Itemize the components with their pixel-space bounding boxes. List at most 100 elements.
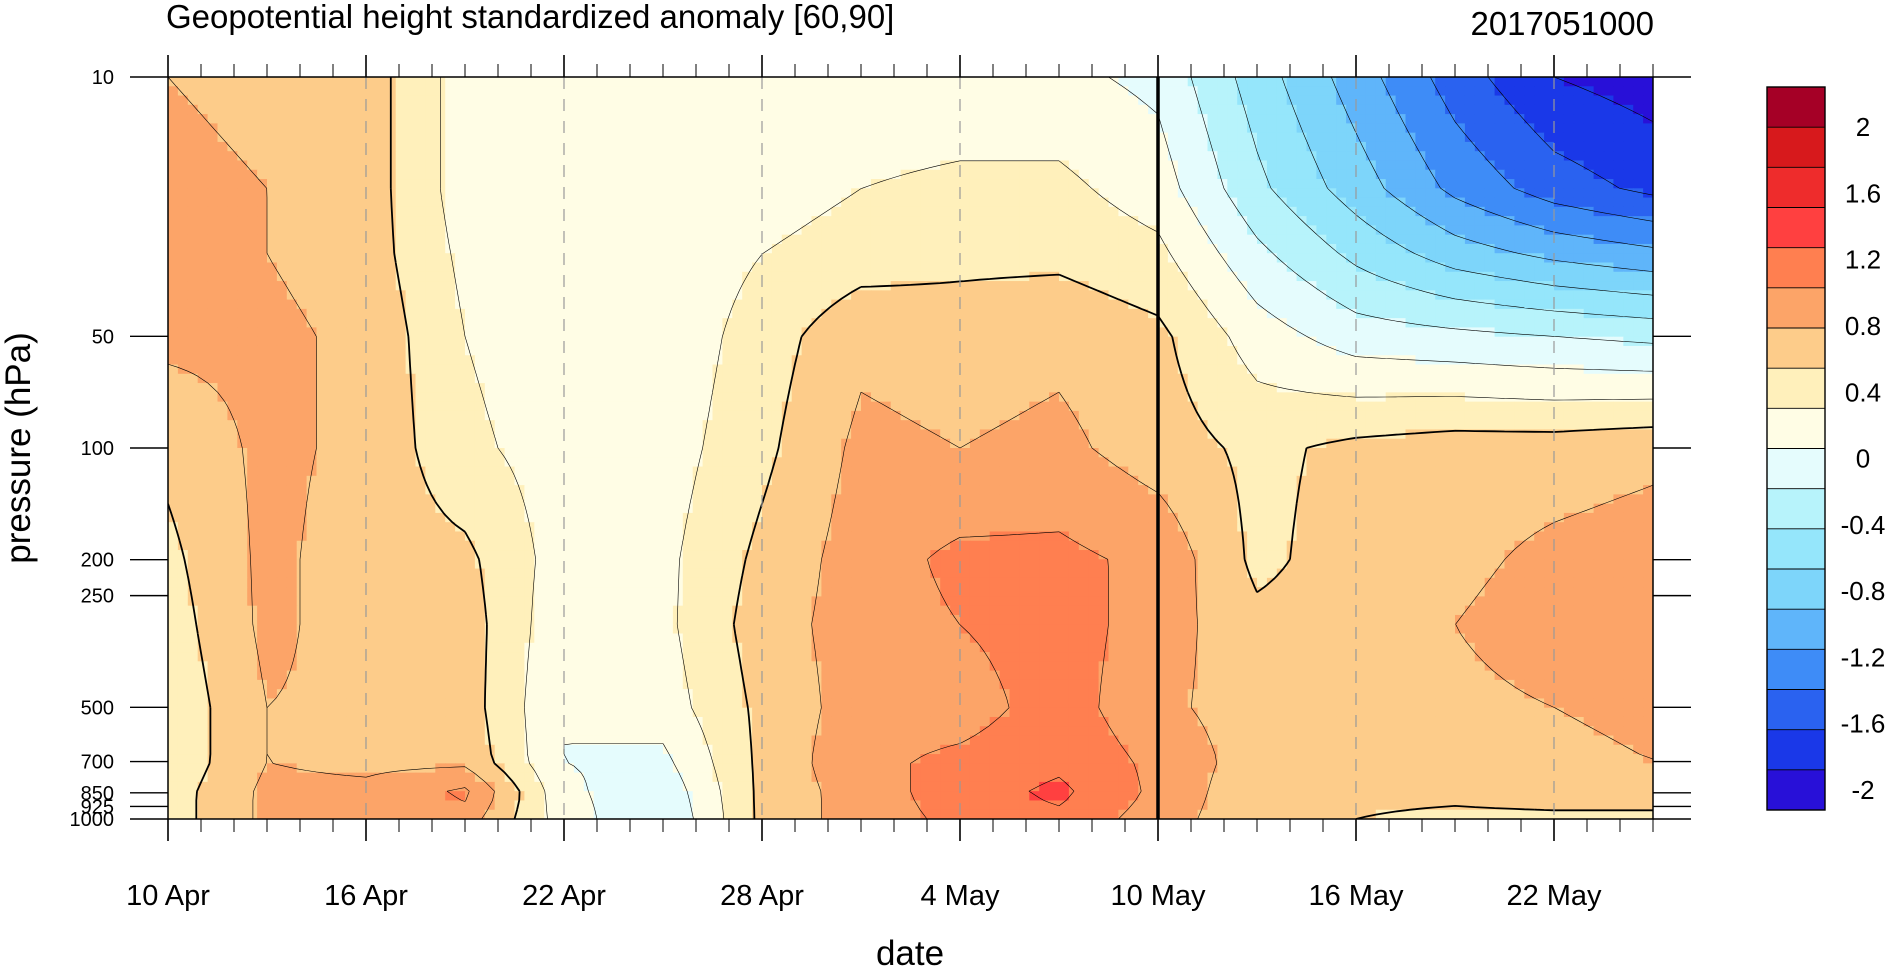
contour-cell — [1405, 86, 1416, 97]
contour-cell — [752, 327, 763, 338]
contour-cell — [613, 151, 624, 162]
contour-cell — [1504, 123, 1515, 134]
contour-cell — [663, 234, 674, 245]
contour-cell — [554, 86, 565, 97]
contour-cell — [1425, 234, 1436, 245]
contour-cell — [979, 77, 991, 87]
contour-cell — [1316, 271, 1327, 282]
contour-cell — [207, 373, 219, 384]
contour-cell — [504, 281, 516, 291]
contour-cell — [524, 77, 535, 87]
contour-cell — [821, 104, 832, 115]
contour-cell — [1049, 364, 1060, 375]
contour-cell — [1049, 299, 1060, 310]
contour-cell — [1009, 123, 1020, 134]
contour-cell — [1059, 364, 1070, 375]
contour-cell — [385, 216, 397, 227]
contour-cell — [465, 160, 476, 171]
contour-cell — [1336, 77, 1347, 87]
contour-cell — [979, 243, 991, 254]
contour-cell — [762, 169, 773, 180]
contour-cell — [811, 151, 822, 162]
contour-cell — [831, 355, 842, 366]
contour-cell — [1059, 179, 1070, 189]
contour-cell — [346, 234, 357, 245]
contour-cell — [593, 77, 605, 87]
contour-cell — [722, 206, 733, 217]
contour-cell — [801, 318, 813, 329]
contour-cell — [1484, 373, 1496, 384]
contour-cell — [564, 355, 575, 366]
contour-cell — [653, 308, 664, 319]
contour-cell — [237, 318, 248, 329]
contour-cell — [484, 86, 496, 97]
contour-cell — [1029, 197, 1040, 208]
contour-cell — [1633, 169, 1644, 180]
contour-cell — [385, 383, 397, 393]
contour-cell — [1019, 234, 1030, 245]
contour-cell — [1078, 234, 1090, 245]
contour-cell — [524, 169, 535, 180]
contour-cell — [1118, 243, 1129, 254]
contour-cell — [1078, 206, 1090, 217]
contour-cell — [1019, 160, 1030, 171]
contour-cell — [1445, 336, 1456, 347]
contour-cell — [1009, 290, 1020, 301]
contour-cell — [306, 327, 318, 338]
contour-cell — [653, 179, 664, 189]
contour-cell — [1583, 299, 1595, 310]
contour-cell — [366, 243, 377, 254]
contour-cell — [1326, 243, 1337, 254]
contour-cell — [1593, 188, 1605, 199]
contour-cell — [722, 281, 733, 291]
contour-cell — [682, 77, 694, 87]
contour-cell — [633, 216, 644, 227]
contour-cell — [1257, 373, 1268, 384]
contour-cell — [1534, 216, 1545, 227]
contour-cell — [554, 141, 565, 152]
contour-cell — [1088, 114, 1100, 124]
contour-cell — [1346, 141, 1357, 152]
contour-cell — [1474, 114, 1486, 124]
contour-cell — [742, 86, 753, 97]
contour-cell — [1197, 327, 1209, 338]
contour-cell — [583, 364, 595, 375]
contour-cell — [791, 188, 803, 199]
contour-cell — [1177, 308, 1189, 319]
contour-cell — [762, 151, 773, 162]
contour-cell — [811, 188, 822, 199]
contour-cell — [1167, 95, 1179, 106]
contour-cell — [989, 114, 1001, 124]
contour-cell — [603, 262, 615, 273]
contour-cell — [762, 77, 773, 87]
contour-cell — [514, 141, 525, 152]
contour-cell — [1247, 281, 1258, 291]
contour-cell — [831, 95, 842, 106]
contour-cell — [861, 355, 872, 366]
contour-cell — [1643, 299, 1653, 310]
contour-cell — [1544, 95, 1555, 106]
contour-cell — [1187, 336, 1199, 347]
contour-cell — [366, 132, 377, 143]
contour-cell — [1633, 290, 1644, 301]
contour-cell — [544, 234, 555, 245]
contour-cell — [989, 188, 1001, 199]
contour-cell — [267, 216, 278, 227]
contour-cell — [573, 104, 585, 115]
contour-cell — [583, 179, 595, 189]
contour-cell — [672, 225, 684, 236]
contour-cell — [1415, 160, 1426, 171]
contour-cell — [306, 104, 318, 115]
contour-cell — [1306, 141, 1317, 152]
contour-cell — [573, 243, 585, 254]
contour-cell — [1395, 253, 1407, 264]
contour-cell — [484, 364, 496, 375]
contour-cell — [1108, 243, 1119, 254]
contour-cell — [752, 151, 763, 162]
contour-cell — [672, 234, 684, 245]
contour-cell — [752, 355, 763, 366]
contour-cell — [1138, 271, 1149, 282]
contour-cell — [969, 104, 981, 115]
contour-cell — [1078, 243, 1090, 254]
contour-cell — [385, 262, 397, 273]
